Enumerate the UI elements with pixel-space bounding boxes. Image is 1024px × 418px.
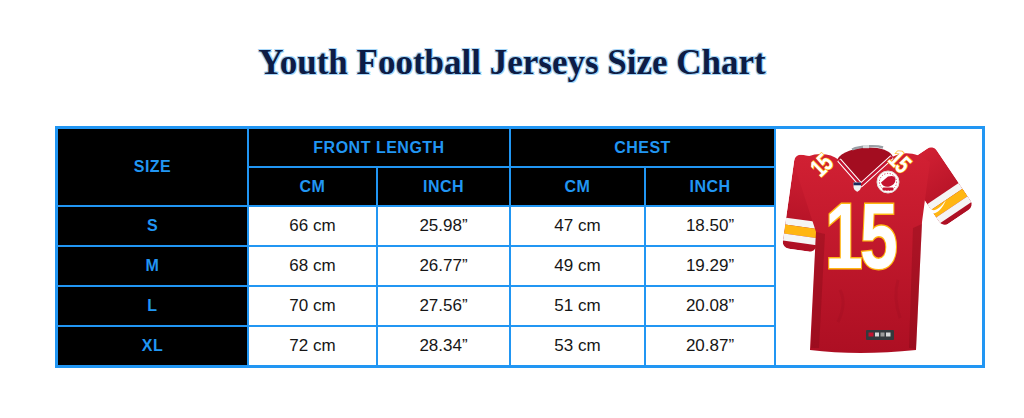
- jersey-jock-tag: [866, 330, 894, 340]
- group-header-chest: CHEST: [511, 129, 774, 166]
- front-length-cm-value: 70 cm: [249, 287, 376, 325]
- column-header-size: SIZE: [58, 129, 247, 205]
- page-title: Youth Football Jerseys Size Chart: [0, 43, 1024, 83]
- size-row-label: XL: [58, 327, 247, 365]
- size-row-label: M: [58, 247, 247, 285]
- front-length-inch-value: 28.34”: [378, 327, 509, 365]
- chest-cm-value: 47 cm: [511, 207, 644, 245]
- size-chart-page: Youth Football Jerseys Size Chart SIZE F…: [0, 0, 1024, 418]
- svg-text:15: 15: [825, 185, 896, 287]
- chest-inch-value: 19.29”: [646, 247, 774, 285]
- chest-cm-value: 49 cm: [511, 247, 644, 285]
- chest-cm-value: 51 cm: [511, 287, 644, 325]
- subheader-front-cm: CM: [249, 168, 376, 205]
- subheader-chest-inch: INCH: [646, 168, 774, 205]
- chest-cm-value: 53 cm: [511, 327, 644, 365]
- subheader-chest-cm: CM: [511, 168, 644, 205]
- front-length-cm-value: 66 cm: [249, 207, 376, 245]
- size-chart-table: SIZE FRONT LENGTH CHEST CM INCH CM INCH: [55, 126, 985, 368]
- chest-inch-value: 18.50”: [646, 207, 774, 245]
- football-jersey-graphic: 15 15 15: [782, 138, 976, 356]
- group-header-front-length: FRONT LENGTH: [249, 129, 509, 166]
- size-row-label: L: [58, 287, 247, 325]
- jersey-product-image: 15 15 15: [776, 129, 982, 365]
- front-length-inch-value: 26.77”: [378, 247, 509, 285]
- front-length-inch-value: 27.56”: [378, 287, 509, 325]
- jersey-collar-tag: [863, 145, 869, 148]
- front-length-cm-value: 72 cm: [249, 327, 376, 365]
- front-length-inch-value: 25.98”: [378, 207, 509, 245]
- front-length-cm-value: 68 cm: [249, 247, 376, 285]
- chest-inch-value: 20.87”: [646, 327, 774, 365]
- jersey-chest-number: 15: [825, 185, 896, 287]
- chest-inch-value: 20.08”: [646, 287, 774, 325]
- size-row-label: S: [58, 207, 247, 245]
- subheader-front-inch: INCH: [378, 168, 509, 205]
